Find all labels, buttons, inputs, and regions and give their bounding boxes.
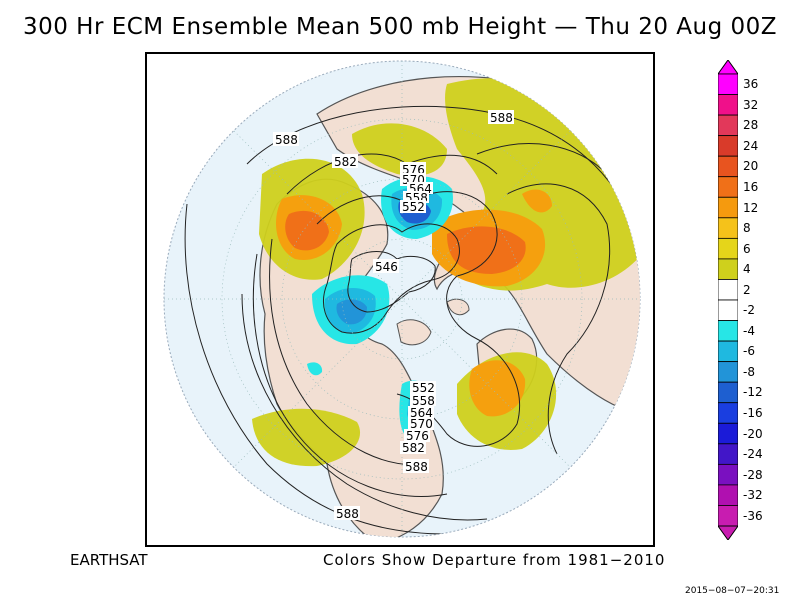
colorbar-label: 20: [743, 159, 759, 174]
colorbar-cell: [718, 217, 738, 239]
colorbar-label: -28: [743, 467, 763, 482]
contour-label-558-namer: 558: [412, 394, 435, 408]
colorbar-cell: [718, 381, 738, 404]
colorbar-cell: [718, 340, 738, 363]
colorbar-cell: [718, 114, 738, 137]
contour-label-582: 582: [334, 155, 357, 169]
timestamp: 2015−08−07−20:31: [685, 586, 780, 596]
colorbar-cell: [718, 484, 738, 506]
colorbar-label: -8: [743, 364, 755, 379]
colorbar-label: 16: [743, 180, 759, 194]
color-scale-bar: [718, 60, 738, 540]
colorbar-label: -24: [743, 447, 763, 462]
colorbar-cell: [718, 155, 738, 178]
colorbar-cell: [718, 361, 738, 383]
colorbar-cell: [718, 320, 738, 342]
contour-label-588-namer: 588: [405, 460, 428, 474]
contour-label-588-eurasia: 588: [490, 111, 513, 125]
colorbar-arrow-bottom: [718, 525, 738, 540]
colorbar-label: 6: [743, 241, 751, 256]
colorbar-label: 28: [743, 118, 759, 133]
colorbar-label: 2: [743, 282, 751, 297]
strong-positive-anomalies: [275, 189, 552, 417]
contour-label-546: 546: [375, 260, 398, 274]
map-panel: 588 582 576 570 564 558 552 546 588 552 …: [145, 52, 655, 547]
colorbar-label: -16: [743, 406, 763, 420]
contour-label-588: 588: [275, 133, 298, 147]
colorbar-label: 12: [743, 200, 759, 215]
contour-label-582-namer: 582: [402, 441, 425, 455]
contour-label-588-bottom: 588: [336, 507, 359, 521]
colorbar-cell: [718, 94, 738, 116]
colorbar-label: -20: [743, 426, 763, 441]
colorbar-cell: [718, 299, 738, 321]
colorbar-cell: [718, 463, 738, 486]
colorbar-cell: [718, 258, 738, 280]
source-label: EARTHSAT: [70, 551, 148, 569]
colorbar-cell: [718, 422, 738, 445]
contour-label-570-namer: 570: [410, 417, 433, 431]
map-title: 300 Hr ECM Ensemble Mean 500 mb Height —…: [22, 14, 778, 40]
colorbar-label: -12: [743, 385, 763, 400]
departure-note: Colors Show Departure from 1981−2010: [323, 551, 666, 569]
contour-labels: 588 582 576 570 564 558 552 546 588 552 …: [273, 110, 514, 521]
colorbar-label: -6: [743, 344, 755, 359]
land-arctic-islands: [396, 298, 470, 346]
colorbar-cell: [718, 176, 738, 198]
colorbar-label: 32: [743, 97, 759, 112]
graticule: [164, 61, 640, 537]
colorbar-cell: [718, 279, 738, 301]
contour-label-552-namer: 552: [412, 381, 435, 395]
colorbar-cell: [718, 402, 738, 424]
colorbar-label: 36: [743, 77, 759, 92]
colorbar-cell: [718, 73, 738, 95]
colorbar-arrow-top: [718, 60, 738, 75]
contour-label-564-namer: 564: [410, 406, 433, 420]
colorbar-cell: [718, 505, 738, 527]
colorbar-cell: [718, 135, 738, 157]
colorbar-label: 4: [743, 262, 751, 277]
colorbar-label: 24: [743, 138, 759, 153]
colorbar-cell: [718, 443, 738, 465]
colorbar-cell: [718, 196, 738, 219]
polar-map: 588 582 576 570 564 558 552 546 588 552 …: [147, 54, 653, 545]
colorbar-cell: [718, 237, 738, 260]
colorbar-label: -36: [743, 508, 763, 523]
contour-label-576-namer: 576: [406, 429, 429, 443]
colorbar-label: 8: [743, 221, 751, 236]
colorbar-label: -32: [743, 488, 763, 503]
colorbar-label: -4: [743, 323, 755, 338]
colorbar-label: -2: [743, 303, 755, 318]
contour-label-552: 552: [402, 200, 425, 214]
